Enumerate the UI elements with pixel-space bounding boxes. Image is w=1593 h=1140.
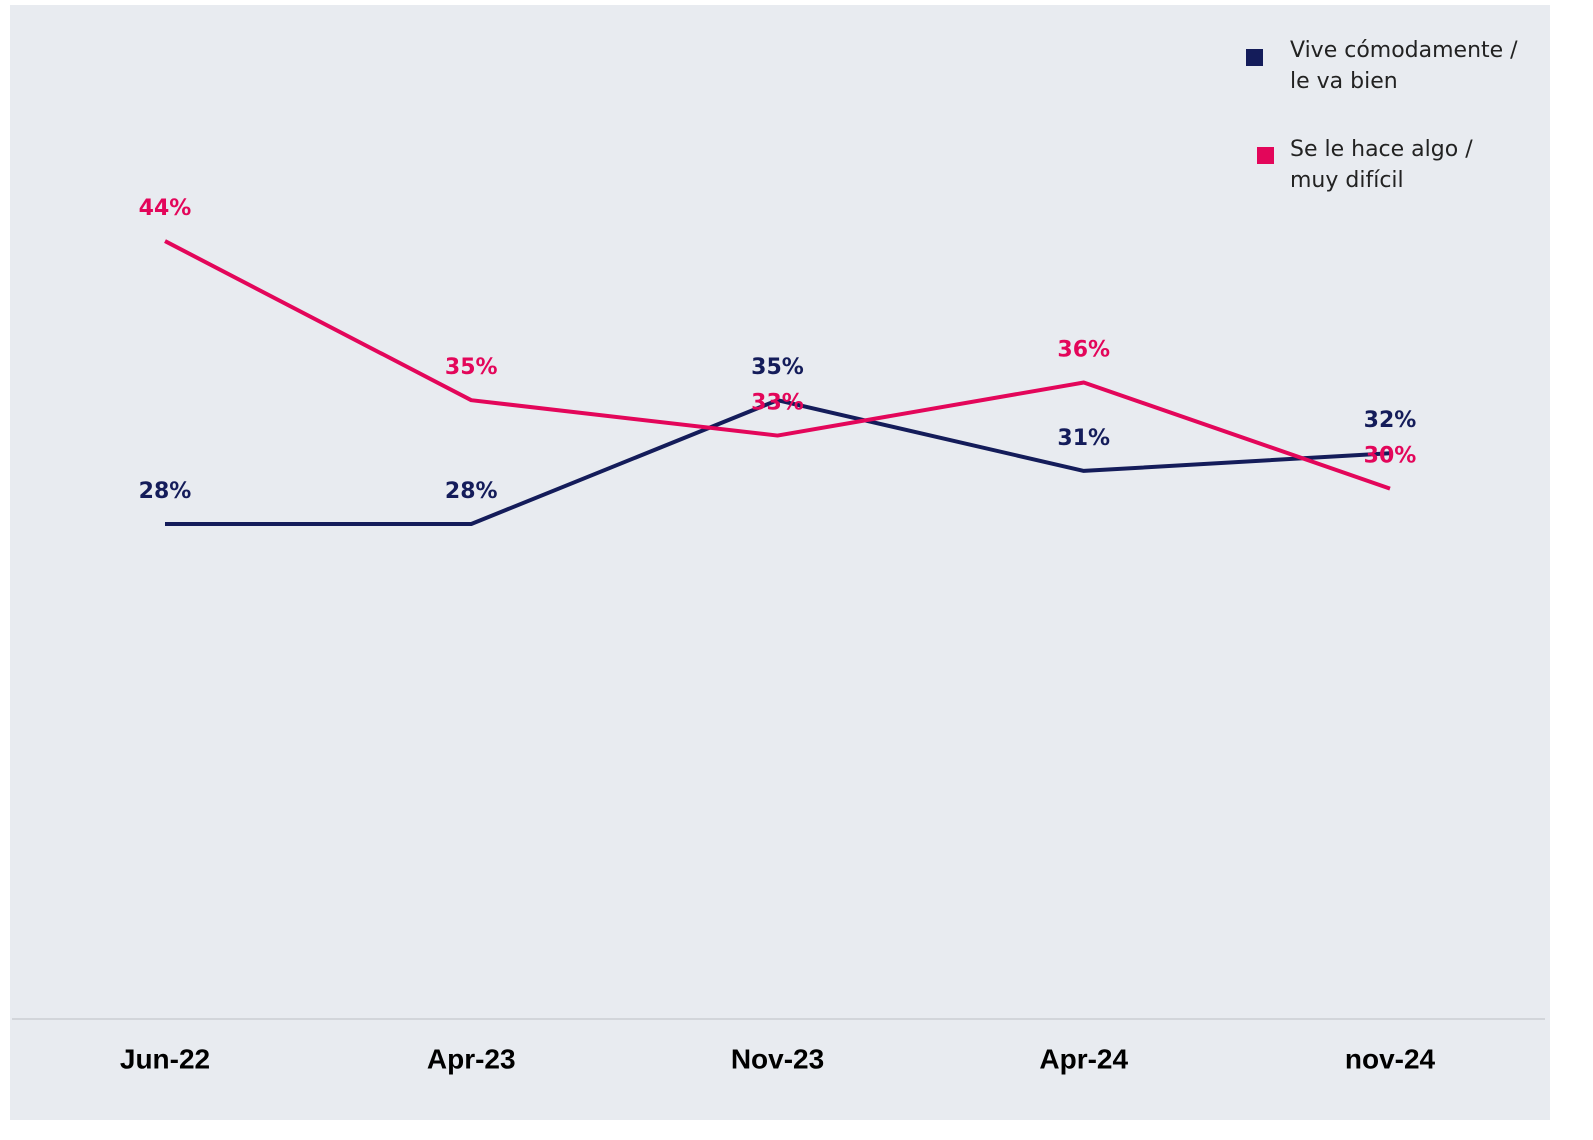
- plot-background: [10, 5, 1550, 1120]
- data-label: 30%: [1364, 444, 1417, 469]
- data-label: 31%: [1057, 426, 1110, 451]
- legend-swatch: [1246, 49, 1263, 66]
- data-label: 44%: [139, 196, 192, 221]
- line-series: [165, 398, 1391, 526]
- x-tick-label: nov-24: [1345, 1043, 1436, 1074]
- data-label: 33%: [751, 391, 804, 416]
- legend-label: Vive cómodamente / le va bien: [1290, 38, 1518, 94]
- x-tick-label: Apr-24: [1039, 1043, 1128, 1074]
- data-label: 28%: [445, 479, 498, 504]
- data-label: 32%: [1364, 408, 1417, 433]
- x-tick-label: Jun-22: [120, 1043, 210, 1074]
- data-label: 35%: [751, 355, 804, 380]
- legend-label: Se le hace algo / muy difícil: [1290, 137, 1473, 193]
- data-label: 35%: [445, 355, 498, 380]
- x-tick-label: Apr-23: [427, 1043, 516, 1074]
- data-label: 36%: [1057, 338, 1110, 363]
- x-tick-label: Nov-23: [731, 1043, 824, 1074]
- legend-swatch: [1257, 147, 1274, 164]
- line-series: [164, 239, 1391, 491]
- data-label: 28%: [139, 479, 192, 504]
